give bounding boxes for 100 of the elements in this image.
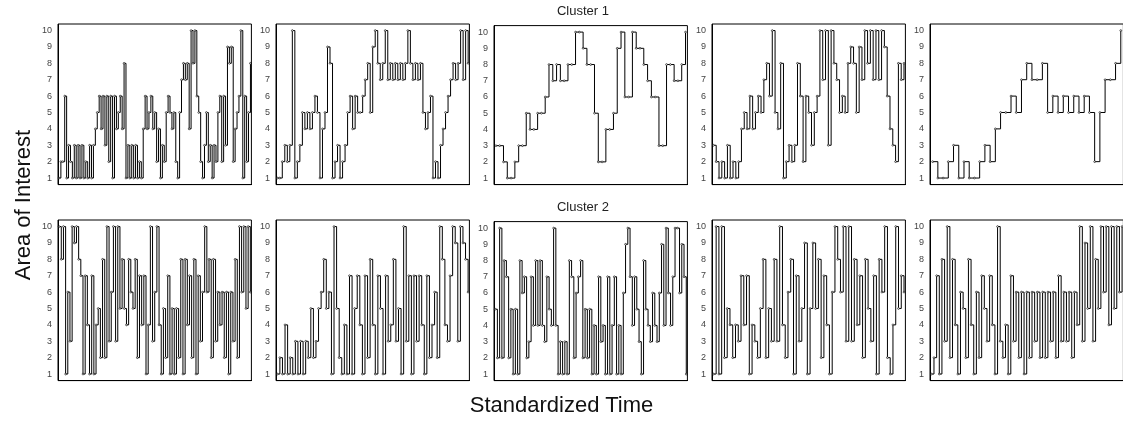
y-tick-label: 4 bbox=[701, 123, 707, 134]
y-tick-label: 5 bbox=[483, 303, 489, 314]
y-tick-label: 6 bbox=[483, 287, 489, 298]
y-tick-label: 9 bbox=[701, 41, 707, 52]
y-tick-label: 7 bbox=[483, 75, 489, 86]
chart-title: Cluster 2 bbox=[556, 199, 610, 215]
y-tick-label: 7 bbox=[701, 270, 707, 281]
y-tick-label: 8 bbox=[265, 57, 271, 68]
y-tick-label: 6 bbox=[919, 90, 925, 101]
y-tick-label: 4 bbox=[47, 319, 53, 330]
y-tick-label: 4 bbox=[483, 123, 489, 134]
y-tick-label: 3 bbox=[701, 335, 707, 346]
y-tick-label: 3 bbox=[265, 335, 271, 346]
y-tick-label: 7 bbox=[265, 74, 271, 85]
y-tick-label: 4 bbox=[701, 319, 707, 330]
y-tick-label: 5 bbox=[47, 302, 53, 313]
y-tick-label: 5 bbox=[701, 302, 707, 313]
y-tick-label: 2 bbox=[483, 156, 489, 167]
y-tick-label: 10 bbox=[42, 221, 53, 232]
y-tick-label: 4 bbox=[47, 123, 53, 134]
y-tick-label: 1 bbox=[483, 172, 489, 183]
y-tick-label: 10 bbox=[260, 221, 271, 232]
y-tick-label: 2 bbox=[265, 352, 271, 363]
y-tick-label: 2 bbox=[483, 352, 489, 363]
y-tick-label: 5 bbox=[483, 107, 489, 118]
y-tick-label: 10 bbox=[914, 25, 925, 36]
y-tick-label: 8 bbox=[919, 253, 925, 264]
y-tick-label: 6 bbox=[265, 286, 271, 297]
y-tick-label: 1 bbox=[265, 172, 271, 183]
y-tick-label: 9 bbox=[265, 41, 271, 52]
y-tick-label: 9 bbox=[483, 42, 489, 53]
y-tick-label: 1 bbox=[265, 368, 271, 379]
y-tick-label: 10 bbox=[696, 25, 707, 36]
y-tick-label: 6 bbox=[47, 286, 53, 297]
y-tick-label: 9 bbox=[47, 237, 53, 248]
y-tick-label: 4 bbox=[919, 123, 925, 134]
y-tick-label: 9 bbox=[483, 238, 489, 249]
y-tick-label: 10 bbox=[696, 221, 707, 232]
y-tick-label: 3 bbox=[483, 140, 489, 151]
y-tick-label: 7 bbox=[919, 270, 925, 281]
y-tick-label: 8 bbox=[483, 59, 489, 70]
y-tick-label: 1 bbox=[47, 172, 53, 183]
y-tick-label: 8 bbox=[47, 57, 53, 68]
y-tick-label: 2 bbox=[701, 156, 707, 167]
y-tick-label: 5 bbox=[919, 302, 925, 313]
y-tick-label: 6 bbox=[701, 286, 707, 297]
y-tick-label: 8 bbox=[265, 253, 271, 264]
y-tick-label: 5 bbox=[265, 302, 271, 313]
y-tick-label: 9 bbox=[919, 41, 925, 52]
y-tick-label: 10 bbox=[914, 221, 925, 232]
y-tick-label: 1 bbox=[919, 172, 925, 183]
y-tick-label: 7 bbox=[483, 271, 489, 282]
y-tick-label: 1 bbox=[483, 368, 489, 379]
y-tick-label: 8 bbox=[47, 253, 53, 264]
y-tick-label: 5 bbox=[47, 106, 53, 117]
y-tick-label: 8 bbox=[919, 57, 925, 68]
y-tick-label: 6 bbox=[47, 90, 53, 101]
y-tick-label: 3 bbox=[265, 139, 271, 150]
y-tick-label: 1 bbox=[919, 368, 925, 379]
y-tick-label: 9 bbox=[47, 41, 53, 52]
y-tick-label: 10 bbox=[478, 222, 489, 233]
y-tick-label: 3 bbox=[919, 139, 925, 150]
y-tick-label: 3 bbox=[919, 335, 925, 346]
y-tick-label: 7 bbox=[47, 270, 53, 281]
y-tick-label: 2 bbox=[919, 352, 925, 363]
y-tick-label: 7 bbox=[47, 74, 53, 85]
y-tick-label: 7 bbox=[701, 74, 707, 85]
y-tick-label: 6 bbox=[919, 286, 925, 297]
y-tick-label: 4 bbox=[265, 319, 271, 330]
y-tick-label: 8 bbox=[483, 255, 489, 266]
y-tick-label: 9 bbox=[701, 237, 707, 248]
y-tick-label: 1 bbox=[701, 368, 707, 379]
y-tick-label: 10 bbox=[478, 26, 489, 37]
y-tick-label: 7 bbox=[265, 270, 271, 281]
y-tick-label: 10 bbox=[260, 25, 271, 36]
y-tick-label: 2 bbox=[47, 352, 53, 363]
y-tick-label: 6 bbox=[265, 90, 271, 101]
y-tick-label: 8 bbox=[701, 253, 707, 264]
y-tick-label: 6 bbox=[701, 90, 707, 101]
y-tick-label: 2 bbox=[701, 352, 707, 363]
y-tick-label: 9 bbox=[265, 237, 271, 248]
y-tick-label: 2 bbox=[47, 156, 53, 167]
y-tick-label: 5 bbox=[919, 106, 925, 117]
y-tick-label: 2 bbox=[265, 156, 271, 167]
y-tick-label: 8 bbox=[701, 57, 707, 68]
y-tick-label: 6 bbox=[483, 91, 489, 102]
y-tick-label: 2 bbox=[919, 156, 925, 167]
y-tick-label: 4 bbox=[919, 319, 925, 330]
y-axis-title: Area of Interest bbox=[10, 129, 36, 281]
y-tick-label: 1 bbox=[47, 368, 53, 379]
y-tick-label: 4 bbox=[265, 123, 271, 134]
y-tick-label: 5 bbox=[701, 106, 707, 117]
y-tick-label: 5 bbox=[265, 106, 271, 117]
y-tick-label: 4 bbox=[483, 319, 489, 330]
y-tick-label: 3 bbox=[701, 139, 707, 150]
y-tick-label: 10 bbox=[42, 25, 53, 36]
x-axis-title: Standardized Time bbox=[468, 392, 655, 418]
y-tick-label: 3 bbox=[47, 139, 53, 150]
chart-title: Cluster 1 bbox=[556, 3, 610, 19]
y-tick-label: 3 bbox=[47, 335, 53, 346]
